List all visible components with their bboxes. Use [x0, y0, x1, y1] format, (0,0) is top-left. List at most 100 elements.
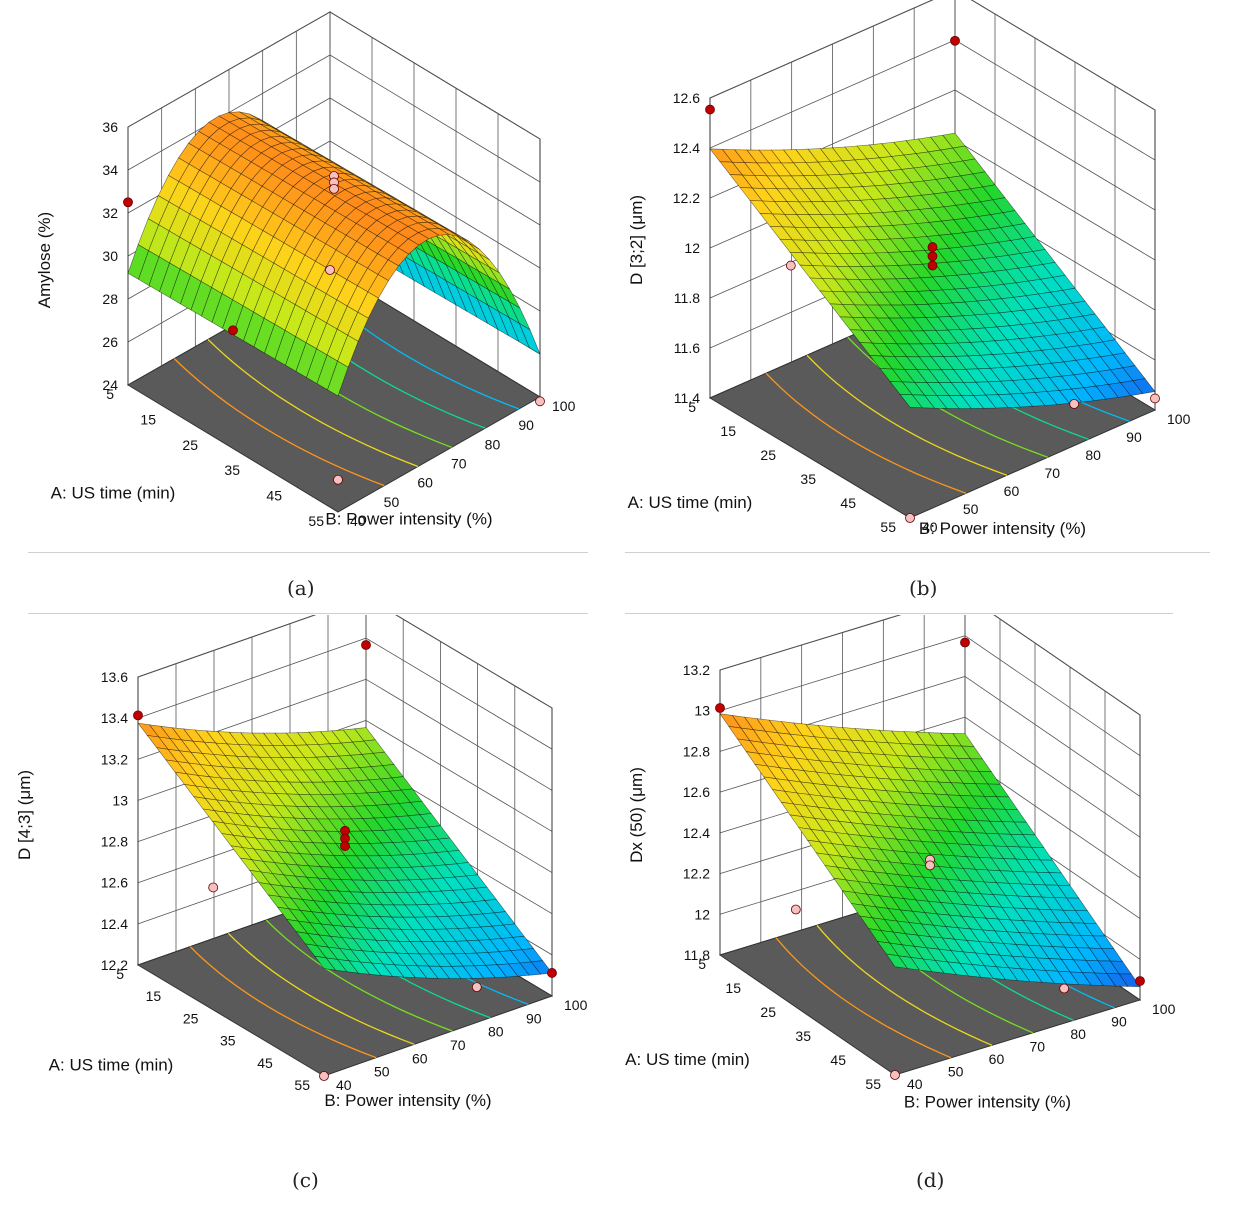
contour-line	[189, 946, 377, 1059]
axis-labels: Dx (50) (μm) A: US time (min) B: Power int…	[625, 767, 1071, 1111]
surface-cell	[327, 360, 349, 397]
surface-cell	[885, 953, 908, 969]
x-tick-label: 25	[760, 447, 776, 463]
grid-line	[709, 0, 934, 99]
design-points	[123, 171, 545, 485]
x-tick-label: 25	[183, 1010, 199, 1026]
contour-line	[173, 358, 385, 487]
contour-line	[765, 372, 967, 494]
contour-line	[816, 924, 993, 1046]
z-tick-label: 13.6	[101, 669, 128, 685]
y-tick-label: 60	[989, 1051, 1005, 1067]
grid-line	[365, 720, 553, 832]
y-tick-label: 90	[526, 1010, 542, 1026]
contour-line	[806, 354, 1008, 476]
z-tick-label: 11.6	[674, 340, 700, 356]
design-point	[925, 860, 935, 871]
axis-labels: D [4;3] (μm) A: US time (min) B: Power int…	[15, 770, 492, 1110]
design-point	[1059, 983, 1070, 994]
design-point	[133, 710, 143, 721]
z-axis-label: D [3;2] (μm)	[627, 195, 646, 285]
design-point	[535, 396, 545, 407]
x-tick-label: 35	[800, 471, 816, 487]
contour-line	[775, 937, 952, 1059]
design-point	[950, 35, 960, 46]
design-point	[333, 474, 343, 485]
design-point	[208, 882, 219, 893]
y-tick-label: 100	[1152, 1001, 1176, 1017]
grid-line	[970, 0, 1156, 111]
x-tick-label: 55	[308, 513, 324, 529]
y-tick-label: 70	[450, 1037, 466, 1053]
design-points	[133, 640, 557, 1081]
design-points	[705, 35, 1160, 523]
z-tick-label: 12.6	[673, 90, 700, 106]
x-tick-label: 55	[294, 1077, 310, 1093]
separator-top-right	[625, 552, 1210, 553]
x-tick-label: 15	[140, 411, 156, 427]
z-tick-label: 36	[102, 119, 118, 135]
z-axis-label: D [4;3] (μm)	[15, 770, 34, 860]
response-surface	[709, 132, 1156, 409]
x-tick-label: 5	[698, 956, 706, 972]
design-point	[1135, 976, 1145, 986]
x-tick-label: 15	[146, 988, 162, 1004]
caption-c: (c)	[292, 1168, 319, 1192]
z-tick-label: 28	[102, 291, 118, 307]
y-tick-label: 60	[412, 1050, 428, 1066]
surface-plot-d: 11.8 12 12.2 12.4 12.6 12.8 13 13.2 5 15 25 35 45 55 4…	[625, 615, 1176, 1112]
y-tick-label: 40	[336, 1077, 352, 1093]
design-point	[547, 968, 557, 978]
design-point	[890, 1070, 900, 1080]
tick-labels: 11.8 12 12.2 12.4 12.6 12.8 13 13.2 5 15 25 35 45 55 4…	[683, 662, 1176, 1092]
y-tick-label: 40	[922, 519, 938, 535]
grid-line	[954, 139, 1156, 261]
surface-plot-c: 12.2 12.4 12.6 12.8 13 13.2 13.4 13.6 5 15 25 35 45 5…	[15, 615, 588, 1110]
grid-line	[365, 678, 553, 791]
y-tick-label: 100	[552, 398, 576, 414]
x-tick-label: 55	[865, 1076, 881, 1092]
design-point	[705, 104, 715, 115]
grid-line	[137, 615, 316, 678]
x-tick-label: 35	[795, 1028, 811, 1044]
z-tick-label: 12	[694, 906, 710, 922]
x-tick-label: 15	[725, 980, 741, 996]
design-point	[1150, 393, 1160, 404]
surface-cell	[314, 955, 337, 971]
y-tick-label: 100	[564, 997, 588, 1013]
z-tick-label: 12.4	[683, 825, 710, 841]
chart-panel-b: 11.4 11.6 11.8 12 12.2 12.4 12.6 5 15 25 35 45 55 40 5…	[620, 0, 1235, 555]
caption-d: (d)	[916, 1168, 945, 1192]
separator-top-left	[28, 552, 588, 553]
z-tick-label: 24	[102, 377, 118, 393]
chart-panel-d: 11.8 12 12.2 12.4 12.6 12.8 13 13.2 5 15 25 35 45 55 4…	[620, 615, 1235, 1170]
grid-line	[365, 637, 553, 750]
contour-line	[265, 919, 453, 1032]
z-axis-label: Dx (50) (μm)	[627, 767, 646, 863]
z-tick-label: 12.2	[673, 190, 700, 206]
design-point	[228, 325, 238, 336]
x-tick-label: 25	[182, 437, 198, 453]
tick-labels: 24 26 28 30 32 34 36 5 15 25 35 45 55 40 50 60 70 80 90 100	[102, 119, 575, 529]
y-axis-label: B: Power intensity (%)	[919, 519, 1086, 538]
grid-line	[329, 54, 541, 183]
x-tick-label: 45	[840, 495, 856, 511]
z-axis-label: Amylose (%)	[35, 212, 54, 308]
z-tick-label: 12.2	[101, 957, 128, 973]
surface-plot-a: 24 26 28 30 32 34 36 5 15 25 35 45 55 40 50 60 70 80 90 100…	[35, 11, 576, 529]
z-tick-label: 12.2	[683, 866, 710, 882]
design-point	[361, 640, 371, 650]
x-tick-label: 5	[116, 966, 124, 982]
y-axis-label: B: Power intensity (%)	[325, 510, 492, 529]
surface-cell	[899, 393, 923, 409]
z-tick-label: 13.4	[101, 710, 128, 726]
x-axis-label: A: US time (min)	[49, 1056, 174, 1075]
z-tick-label: 12	[684, 240, 700, 256]
z-tick-label: 12.4	[101, 916, 128, 932]
chart-panel-c: 12.2 12.4 12.6 12.8 13 13.2 13.4 13.6 5 15 25 35 45 5…	[0, 615, 615, 1170]
y-axis-label: B: Power intensity (%)	[904, 1093, 1071, 1112]
grid-line	[719, 635, 966, 712]
x-tick-label: 45	[830, 1052, 846, 1068]
z-tick-label: 13.2	[101, 751, 128, 767]
y-tick-label: 100	[1167, 411, 1191, 427]
